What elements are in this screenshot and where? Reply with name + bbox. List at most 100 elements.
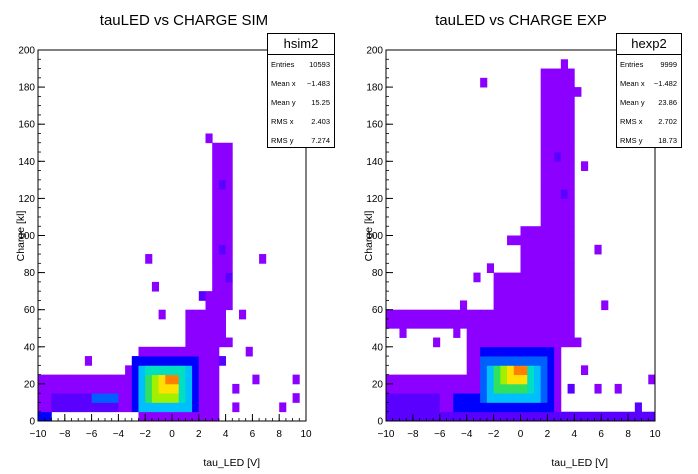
histogram-bin xyxy=(540,142,548,153)
histogram-bin xyxy=(493,402,501,413)
histogram-bin xyxy=(205,346,213,357)
histogram-bin xyxy=(547,96,555,107)
histogram-bin xyxy=(547,365,555,376)
histogram-bin xyxy=(480,346,488,357)
histogram-bin xyxy=(192,346,200,357)
histogram-bin xyxy=(533,291,542,301)
histogram-bin xyxy=(520,263,528,273)
histogram-bin xyxy=(386,374,394,385)
histogram-bin xyxy=(527,291,535,301)
stats-value: 15.25 xyxy=(311,98,330,107)
histogram-bin xyxy=(412,309,421,320)
histogram-bin xyxy=(520,244,528,255)
histogram-bin xyxy=(507,235,515,246)
histogram-bin xyxy=(567,263,575,273)
histogram-bin xyxy=(507,383,515,394)
histogram-bin xyxy=(218,189,226,199)
histogram-bin xyxy=(533,328,542,338)
histogram-bin xyxy=(205,337,213,348)
histogram-bin xyxy=(554,244,562,255)
histogram-bin xyxy=(138,346,146,357)
histogram-bin xyxy=(131,356,139,366)
histogram-bin xyxy=(105,374,113,385)
histogram-bin xyxy=(480,365,488,376)
histogram-bin xyxy=(125,383,133,394)
histogram-bin xyxy=(540,254,548,264)
histogram-bin xyxy=(151,356,159,366)
histogram-bin xyxy=(218,161,226,171)
histogram-bin xyxy=(554,254,562,264)
stats-value: 18.73 xyxy=(658,136,677,145)
histogram-bin xyxy=(178,402,186,413)
histogram-bin xyxy=(406,411,414,422)
stats-row: RMS x 2.403 xyxy=(268,112,334,131)
histogram-bin xyxy=(567,198,575,209)
histogram-bin xyxy=(540,152,548,162)
histogram-bin xyxy=(205,402,213,413)
histogram-bin xyxy=(547,356,555,366)
histogram-bin xyxy=(165,346,173,357)
histogram-bin xyxy=(554,235,562,246)
histogram-bin xyxy=(507,291,515,301)
histogram-bin xyxy=(480,356,488,366)
histogram-bin xyxy=(185,374,193,385)
histogram-bin xyxy=(145,402,153,413)
histogram-bin xyxy=(225,300,233,311)
histogram-bin xyxy=(567,281,575,292)
histogram-bin xyxy=(560,68,568,79)
histogram-bin xyxy=(527,272,535,283)
x-tick-label: −2 xyxy=(139,429,151,440)
x-tick-label: −6 xyxy=(86,429,98,440)
histogram-bin xyxy=(554,179,562,190)
histogram-bin xyxy=(225,226,233,236)
histogram-bin xyxy=(386,393,394,403)
histogram-bin xyxy=(151,402,159,413)
histogram-bin xyxy=(533,411,542,422)
histogram-bin xyxy=(594,244,602,255)
histogram-bin xyxy=(71,402,79,413)
histogram-bin xyxy=(486,356,495,366)
histogram-bin xyxy=(547,114,555,125)
histogram-bin xyxy=(507,346,515,357)
histogram-bin xyxy=(560,291,568,301)
histogram-bin xyxy=(540,77,548,88)
x-tick-label: −10 xyxy=(30,429,47,440)
histogram-bin xyxy=(446,374,454,385)
histogram-bin xyxy=(466,374,474,385)
histogram-bin xyxy=(540,318,548,329)
histogram-bin xyxy=(527,226,535,236)
histogram-bin xyxy=(520,300,528,311)
histogram-bin xyxy=(533,272,542,283)
histogram-bin xyxy=(493,356,501,366)
histogram-bin xyxy=(540,226,548,236)
histogram-bin xyxy=(38,383,46,394)
histogram-bin xyxy=(212,226,220,236)
y-tick-label: 180 xyxy=(18,83,35,94)
histogram-bin xyxy=(218,318,226,329)
histogram-bin xyxy=(185,402,193,413)
histogram-bin xyxy=(392,393,400,403)
histogram-bin xyxy=(513,281,521,292)
stats-value: 2.702 xyxy=(658,117,677,126)
histogram-bin xyxy=(151,411,159,422)
histogram-bin xyxy=(118,374,126,385)
histogram-bin xyxy=(540,346,548,357)
histogram-bin xyxy=(185,346,193,357)
histogram-bin xyxy=(480,309,488,320)
histogram-bin xyxy=(198,356,206,366)
stats-box-sim: hsim2 Entries 10593 Mean x −1.483 Mean y 15… xyxy=(267,33,335,148)
histogram-bin xyxy=(198,328,206,338)
histogram-bin xyxy=(473,402,481,413)
histogram-bin xyxy=(105,383,113,394)
histogram-bin xyxy=(118,383,126,394)
histogram-bin xyxy=(192,383,200,394)
histogram-bin xyxy=(547,133,555,144)
y-tick-label: 120 xyxy=(18,194,35,205)
histogram-bin xyxy=(594,383,602,394)
histogram-bin xyxy=(520,337,528,348)
histogram-bin xyxy=(480,337,488,348)
histogram-bin xyxy=(513,346,521,357)
histogram-bin xyxy=(446,318,454,329)
histogram-bin xyxy=(433,411,441,422)
stats-row: RMS y 18.73 xyxy=(617,131,681,150)
